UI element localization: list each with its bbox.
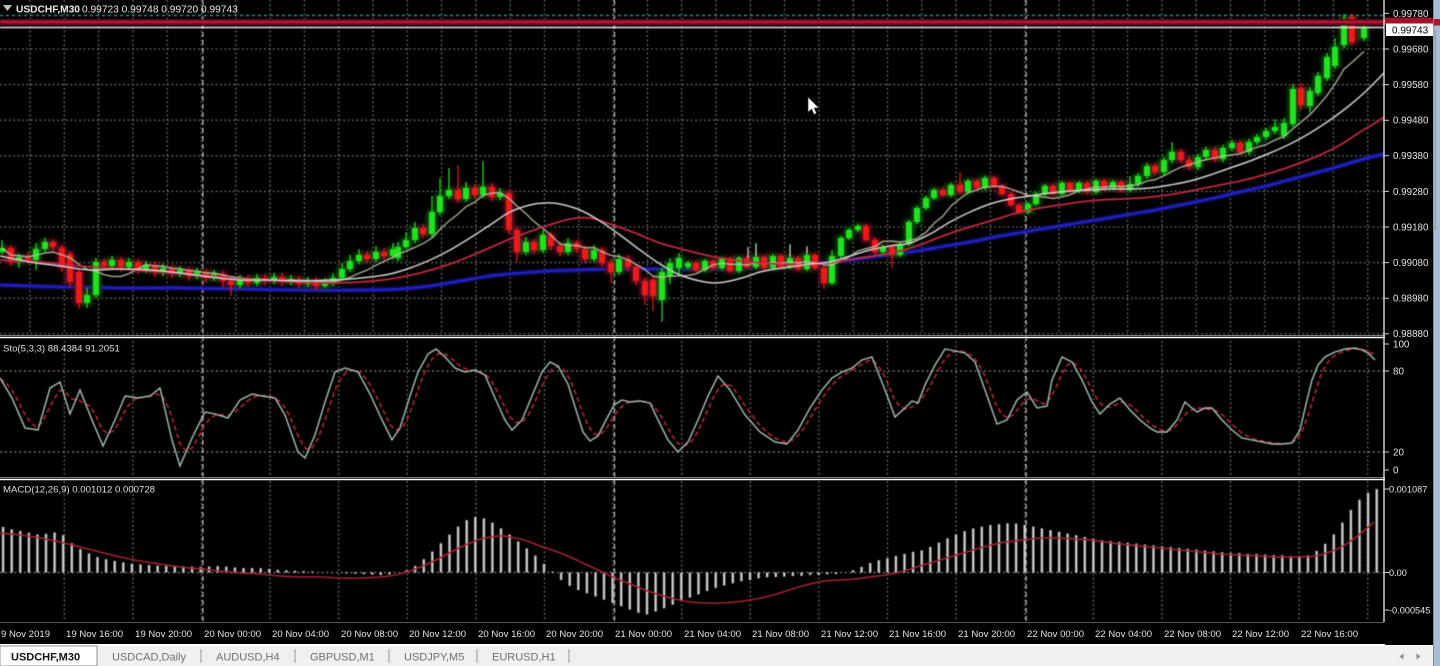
- svg-text:0.99780: 0.99780: [1393, 9, 1429, 20]
- svg-text:80: 80: [1393, 366, 1404, 377]
- svg-text:21 Nov 12:00: 21 Nov 12:00: [821, 629, 878, 640]
- svg-text:21 Nov 00:00: 21 Nov 00:00: [615, 629, 672, 640]
- svg-text:0.99680: 0.99680: [1393, 44, 1429, 55]
- svg-text:0.001087: 0.001087: [1389, 484, 1427, 494]
- svg-text:22 Nov 04:00: 22 Nov 04:00: [1095, 629, 1152, 640]
- svg-text:0.98980: 0.98980: [1393, 294, 1429, 305]
- svg-text:21 Nov 20:00: 21 Nov 20:00: [958, 629, 1015, 640]
- svg-text:9 Nov 2019: 9 Nov 2019: [1, 629, 50, 640]
- svg-text:USDCHF,M30: USDCHF,M30: [11, 652, 80, 664]
- svg-text:0.00: 0.00: [1389, 568, 1407, 578]
- svg-text:20 Nov 04:00: 20 Nov 04:00: [272, 629, 329, 640]
- svg-text:22 Nov 00:00: 22 Nov 00:00: [1027, 629, 1084, 640]
- svg-text:0.99580: 0.99580: [1393, 80, 1429, 91]
- svg-text:22 Nov 08:00: 22 Nov 08:00: [1164, 629, 1221, 640]
- svg-text:0.99380: 0.99380: [1393, 151, 1429, 162]
- svg-text:0.98880: 0.98880: [1393, 329, 1429, 340]
- svg-text:100: 100: [1393, 339, 1410, 350]
- svg-text:0.99723 0.99748 0.99720 0.9974: 0.99723 0.99748 0.99720 0.99743: [82, 5, 238, 16]
- svg-text:USDCAD,Daily: USDCAD,Daily: [112, 652, 186, 664]
- svg-text:22 Nov 16:00: 22 Nov 16:00: [1301, 629, 1358, 640]
- svg-text:21 Nov 08:00: 21 Nov 08:00: [752, 629, 809, 640]
- svg-text:0.99080: 0.99080: [1393, 258, 1429, 269]
- svg-text:20 Nov 20:00: 20 Nov 20:00: [546, 629, 603, 640]
- svg-text:0.99280: 0.99280: [1393, 187, 1429, 198]
- svg-text:GBPUSD,M1: GBPUSD,M1: [310, 652, 375, 664]
- svg-text:20 Nov 08:00: 20 Nov 08:00: [341, 629, 398, 640]
- svg-text:22 Nov 12:00: 22 Nov 12:00: [1232, 629, 1289, 640]
- svg-text:19 Nov 20:00: 19 Nov 20:00: [135, 629, 192, 640]
- svg-text:20: 20: [1393, 447, 1404, 458]
- svg-text:0.99480: 0.99480: [1393, 116, 1429, 127]
- svg-text:USDJPY,M5: USDJPY,M5: [404, 652, 464, 664]
- svg-text:AUDUSD,H4: AUDUSD,H4: [216, 652, 280, 664]
- svg-text:USDCHF,M30: USDCHF,M30: [16, 5, 80, 16]
- svg-text:20 Nov 00:00: 20 Nov 00:00: [204, 629, 261, 640]
- svg-text:0.99743: 0.99743: [1392, 26, 1429, 37]
- svg-text:Sto(5,3,3) 88.4384 91.2051: Sto(5,3,3) 88.4384 91.2051: [3, 344, 120, 355]
- svg-text:EURUSD,H1: EURUSD,H1: [492, 652, 556, 664]
- svg-text:-0.000545: -0.000545: [1389, 605, 1430, 615]
- svg-text:19 Nov 16:00: 19 Nov 16:00: [66, 629, 123, 640]
- svg-text:21 Nov 04:00: 21 Nov 04:00: [684, 629, 741, 640]
- svg-text:20 Nov 16:00: 20 Nov 16:00: [478, 629, 535, 640]
- svg-text:0.99180: 0.99180: [1393, 222, 1429, 233]
- svg-text:0: 0: [1393, 465, 1399, 476]
- svg-text:MACD(12,26,9) 0.001012 0.00072: MACD(12,26,9) 0.001012 0.000728: [3, 485, 155, 496]
- svg-text:21 Nov 16:00: 21 Nov 16:00: [889, 629, 946, 640]
- svg-text:20 Nov 12:00: 20 Nov 12:00: [409, 629, 466, 640]
